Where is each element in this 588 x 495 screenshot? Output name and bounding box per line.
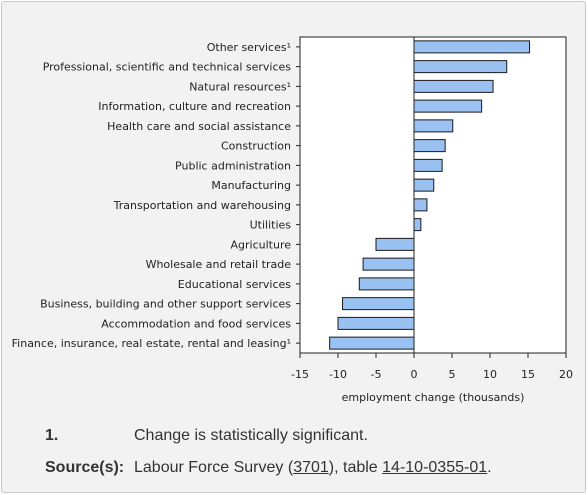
source-text-before: Labour Force Survey ( — [134, 459, 294, 476]
bar — [342, 297, 415, 311]
category-label: Agriculture — [231, 238, 292, 251]
category-label: Transportation and warehousing — [113, 199, 291, 212]
x-tick-label: 10 — [483, 368, 497, 381]
x-tick-label: -15 — [291, 368, 309, 381]
source-text-middle: ), table — [328, 459, 383, 476]
footnote-text: Change is statistically significant. — [134, 427, 368, 444]
bar — [413, 60, 508, 74]
bar — [413, 79, 494, 93]
category-label: Utilities — [250, 219, 292, 232]
source-text-after: . — [487, 459, 492, 476]
category-label: Public administration — [175, 159, 291, 172]
bar — [413, 119, 454, 133]
source-label: Source(s): — [45, 459, 125, 476]
bar — [362, 257, 415, 271]
bar-chart: Other services¹ Professional, scientific … — [12, 36, 573, 404]
category-label: Manufacturing — [211, 179, 291, 192]
bar — [413, 99, 483, 113]
category-label: Wholesale and retail trade — [146, 258, 292, 271]
source-row: Source(s): Labour Force Survey (3701), t… — [45, 452, 575, 484]
x-tick-label: 20 — [559, 368, 573, 381]
x-tick-label: 15 — [521, 368, 535, 381]
x-axis-title: employment change (thousands) — [342, 391, 525, 404]
table-link[interactable]: 14-10-0355-01 — [382, 459, 488, 476]
bar — [413, 139, 446, 153]
category-label: Professional, scientific and technical s… — [43, 61, 292, 74]
bar — [358, 277, 415, 291]
bar — [413, 198, 428, 212]
category-label: Educational services — [178, 278, 291, 291]
category-label: Information, culture and recreation — [98, 100, 291, 113]
x-tick-label: -5 — [371, 368, 382, 381]
bar — [413, 218, 422, 232]
survey-link[interactable]: 3701 — [293, 459, 329, 476]
footnotes: 1. Change is statistically significant. … — [45, 420, 575, 484]
category-label: Business, building and other support ser… — [40, 298, 291, 311]
category-label: Accommodation and food services — [101, 317, 291, 330]
category-label: Health care and social assistance — [107, 120, 291, 133]
bar — [375, 237, 415, 251]
footnote-number: 1. — [45, 427, 59, 444]
source-text: Labour Force Survey (3701), table 14-10-… — [134, 459, 492, 477]
bar — [337, 316, 415, 330]
category-label: Other services¹ — [207, 41, 291, 54]
footnote-row: 1. Change is statistically significant. — [45, 420, 575, 452]
x-tick-label: 0 — [411, 368, 418, 381]
bar — [413, 158, 443, 172]
x-tick-label: 5 — [449, 368, 456, 381]
bar — [413, 178, 435, 192]
x-tick-label: -10 — [329, 368, 347, 381]
bar — [413, 40, 531, 54]
category-label: Construction — [221, 140, 291, 153]
category-label: Finance, insurance, real estate, rental … — [12, 337, 291, 350]
bar — [329, 336, 415, 350]
category-label: Natural resources¹ — [189, 80, 291, 93]
